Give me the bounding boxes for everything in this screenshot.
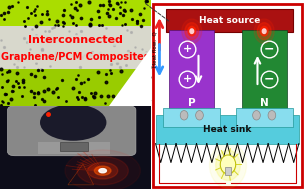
Text: Heat sink: Heat sink bbox=[203, 125, 251, 134]
FancyBboxPatch shape bbox=[0, 0, 151, 26]
Circle shape bbox=[77, 156, 128, 185]
Text: Heat flow,  Q: Heat flow, Q bbox=[152, 31, 157, 67]
Circle shape bbox=[88, 162, 118, 179]
Circle shape bbox=[254, 19, 274, 43]
Circle shape bbox=[40, 104, 106, 141]
Text: +: + bbox=[183, 74, 192, 84]
Circle shape bbox=[257, 23, 271, 40]
Text: −: − bbox=[264, 43, 274, 56]
Circle shape bbox=[268, 111, 276, 120]
FancyBboxPatch shape bbox=[236, 108, 293, 127]
Circle shape bbox=[216, 150, 240, 180]
FancyBboxPatch shape bbox=[60, 143, 88, 151]
Circle shape bbox=[188, 26, 196, 36]
Circle shape bbox=[196, 111, 203, 120]
Circle shape bbox=[253, 111, 260, 120]
FancyBboxPatch shape bbox=[38, 142, 110, 154]
Circle shape bbox=[185, 23, 199, 40]
Text: N: N bbox=[260, 98, 269, 108]
Circle shape bbox=[220, 156, 236, 175]
Circle shape bbox=[262, 29, 266, 33]
Circle shape bbox=[190, 29, 194, 33]
FancyBboxPatch shape bbox=[156, 115, 299, 144]
Circle shape bbox=[260, 26, 268, 36]
Polygon shape bbox=[109, 48, 151, 106]
Circle shape bbox=[99, 169, 106, 173]
Text: P: P bbox=[188, 98, 196, 108]
FancyBboxPatch shape bbox=[0, 69, 151, 106]
FancyBboxPatch shape bbox=[0, 26, 151, 69]
Circle shape bbox=[220, 155, 236, 174]
Text: +: + bbox=[183, 44, 192, 54]
FancyBboxPatch shape bbox=[8, 106, 136, 156]
Circle shape bbox=[65, 150, 140, 189]
Circle shape bbox=[182, 19, 202, 43]
FancyBboxPatch shape bbox=[242, 30, 286, 113]
FancyBboxPatch shape bbox=[167, 9, 293, 32]
Text: Graphene/PCM Composites: Graphene/PCM Composites bbox=[1, 52, 150, 62]
Text: −: − bbox=[264, 73, 274, 86]
Circle shape bbox=[94, 166, 111, 175]
FancyBboxPatch shape bbox=[170, 30, 214, 113]
FancyBboxPatch shape bbox=[0, 106, 151, 189]
FancyBboxPatch shape bbox=[163, 108, 220, 127]
Circle shape bbox=[210, 143, 246, 188]
FancyBboxPatch shape bbox=[224, 167, 231, 175]
Text: Heat source: Heat source bbox=[199, 16, 260, 25]
Circle shape bbox=[180, 111, 188, 120]
Text: Interconnected: Interconnected bbox=[28, 35, 123, 45]
